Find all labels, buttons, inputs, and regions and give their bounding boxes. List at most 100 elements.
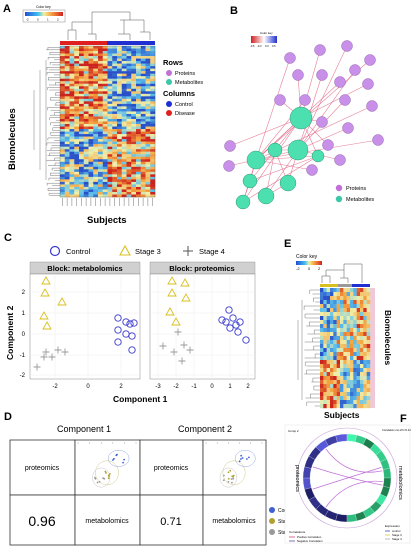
heatmap-cell: [336, 324, 341, 329]
heatmap-cell: [121, 174, 127, 178]
heatmap-cell: [107, 141, 113, 145]
heatmap-cell: [140, 116, 146, 120]
heatmap-cell: [145, 159, 151, 162]
heatmap-cell: [360, 292, 364, 297]
heatmap-cell: [353, 336, 357, 341]
heatmap-cell: [74, 51, 80, 54]
heatmap-cell: [74, 98, 80, 102]
heatmap-cell: [74, 181, 80, 185]
heatmap-cell: [79, 166, 84, 170]
heatmap-cell: [140, 184, 146, 188]
heatmap-cell: [69, 179, 75, 183]
heatmap-cell: [131, 76, 137, 79]
heatmap-cell: [140, 106, 146, 110]
heatmap-cell: [326, 400, 331, 405]
heatmap-cell: [112, 86, 118, 89]
heatmap-cell: [121, 126, 127, 130]
heatmap-cell: [69, 134, 75, 137]
heatmap-cell: [360, 336, 364, 341]
heatmap-cell: [363, 328, 367, 333]
heatmap-cell: [88, 98, 94, 102]
heatmap-cell: [145, 169, 151, 173]
heatmap-cell: [350, 340, 354, 345]
heatmap-cell: [93, 78, 99, 82]
heatmap-cell: [131, 118, 137, 122]
heatmap-cell: [340, 332, 344, 337]
heatmap-cell: [74, 101, 80, 105]
heatmap-cell: [350, 288, 354, 293]
heatmap-cell: [140, 81, 146, 84]
stage3-point: [165, 307, 175, 316]
heatmap-cell: [346, 368, 351, 373]
heatmap-cell: [121, 96, 127, 100]
heatmap-cell: [64, 161, 70, 165]
heatmap-cell: [323, 304, 327, 309]
heatmap-cell: [353, 320, 357, 325]
heatmap-cell: [330, 292, 334, 297]
heatmap-cell: [150, 154, 156, 157]
heatmap-cell: [83, 98, 89, 102]
heatmap-cell: [74, 134, 80, 137]
heatmap-cell: [346, 400, 351, 405]
heatmap-cell: [69, 48, 75, 52]
heatmap-cell: [360, 316, 364, 321]
heatmap-cell: [136, 191, 141, 195]
heatmap-cell: [320, 364, 324, 369]
heatmap-cell: [74, 68, 80, 72]
heatmap-cell: [136, 56, 141, 59]
heatmap-cell: [150, 179, 156, 183]
heatmap-cell: [60, 86, 65, 89]
panel-e-colorkey-tick: 2: [318, 266, 321, 271]
heatmap-cell: [88, 174, 94, 178]
heatmap-cell: [102, 93, 108, 97]
heatmap-cell: [79, 139, 84, 142]
heatmap-cell: [60, 161, 65, 165]
heatmap-cell: [112, 169, 118, 173]
heatmap-cell: [93, 56, 99, 59]
sample-point: [229, 469, 232, 472]
heatmap-cell: [323, 340, 327, 345]
heatmap-cell: [107, 86, 113, 89]
heatmap-cell: [83, 189, 89, 193]
heatmap-cell: [69, 151, 75, 155]
heatmap-cell: [74, 139, 80, 142]
heatmap-cell: [93, 161, 99, 165]
control-point: [126, 320, 134, 328]
heatmap-cell: [117, 48, 122, 52]
heatmap-cell: [83, 174, 89, 178]
heatmap-cell: [343, 288, 347, 293]
heatmap-cell: [140, 103, 146, 107]
heatmap-cell: [131, 159, 137, 162]
heatmap-cell: [340, 396, 344, 401]
heatmap-cell: [60, 126, 65, 130]
heatmap-cell: [131, 141, 137, 145]
heatmap-cell: [363, 400, 367, 405]
heatmap-cell: [140, 124, 146, 127]
heatmap-cell: [69, 83, 75, 87]
heatmap-cell: [117, 154, 122, 157]
heatmap-cell: [333, 288, 337, 293]
heatmap-cell: [98, 139, 103, 142]
panel-c-y-tick: 2: [22, 290, 26, 296]
heatmap-cell: [88, 121, 94, 125]
heatmap-cell: [353, 332, 357, 337]
heatmap-cell: [83, 53, 89, 57]
heatmap-cell: [353, 300, 357, 305]
metabolite-node: [267, 142, 283, 158]
heatmap-cell: [336, 336, 341, 341]
heatmap-cell: [131, 179, 137, 183]
heatmap-cell: [112, 141, 118, 145]
heatmap-cell: [93, 194, 99, 198]
heatmap-cell: [83, 181, 89, 185]
heatmap-cell: [79, 83, 84, 87]
heatmap-cell: [323, 372, 327, 377]
heatmap-cell: [117, 93, 122, 97]
heatmap-cell: [88, 126, 94, 130]
heatmap-cell: [320, 376, 324, 381]
protein-node: [339, 94, 351, 106]
heatmap-cell: [121, 113, 127, 117]
heatmap-cell: [88, 83, 94, 87]
heatmap-cell: [136, 86, 141, 89]
panel-a-legend-metabolites: Metabolites: [175, 80, 203, 86]
heatmap-cell: [88, 139, 94, 142]
